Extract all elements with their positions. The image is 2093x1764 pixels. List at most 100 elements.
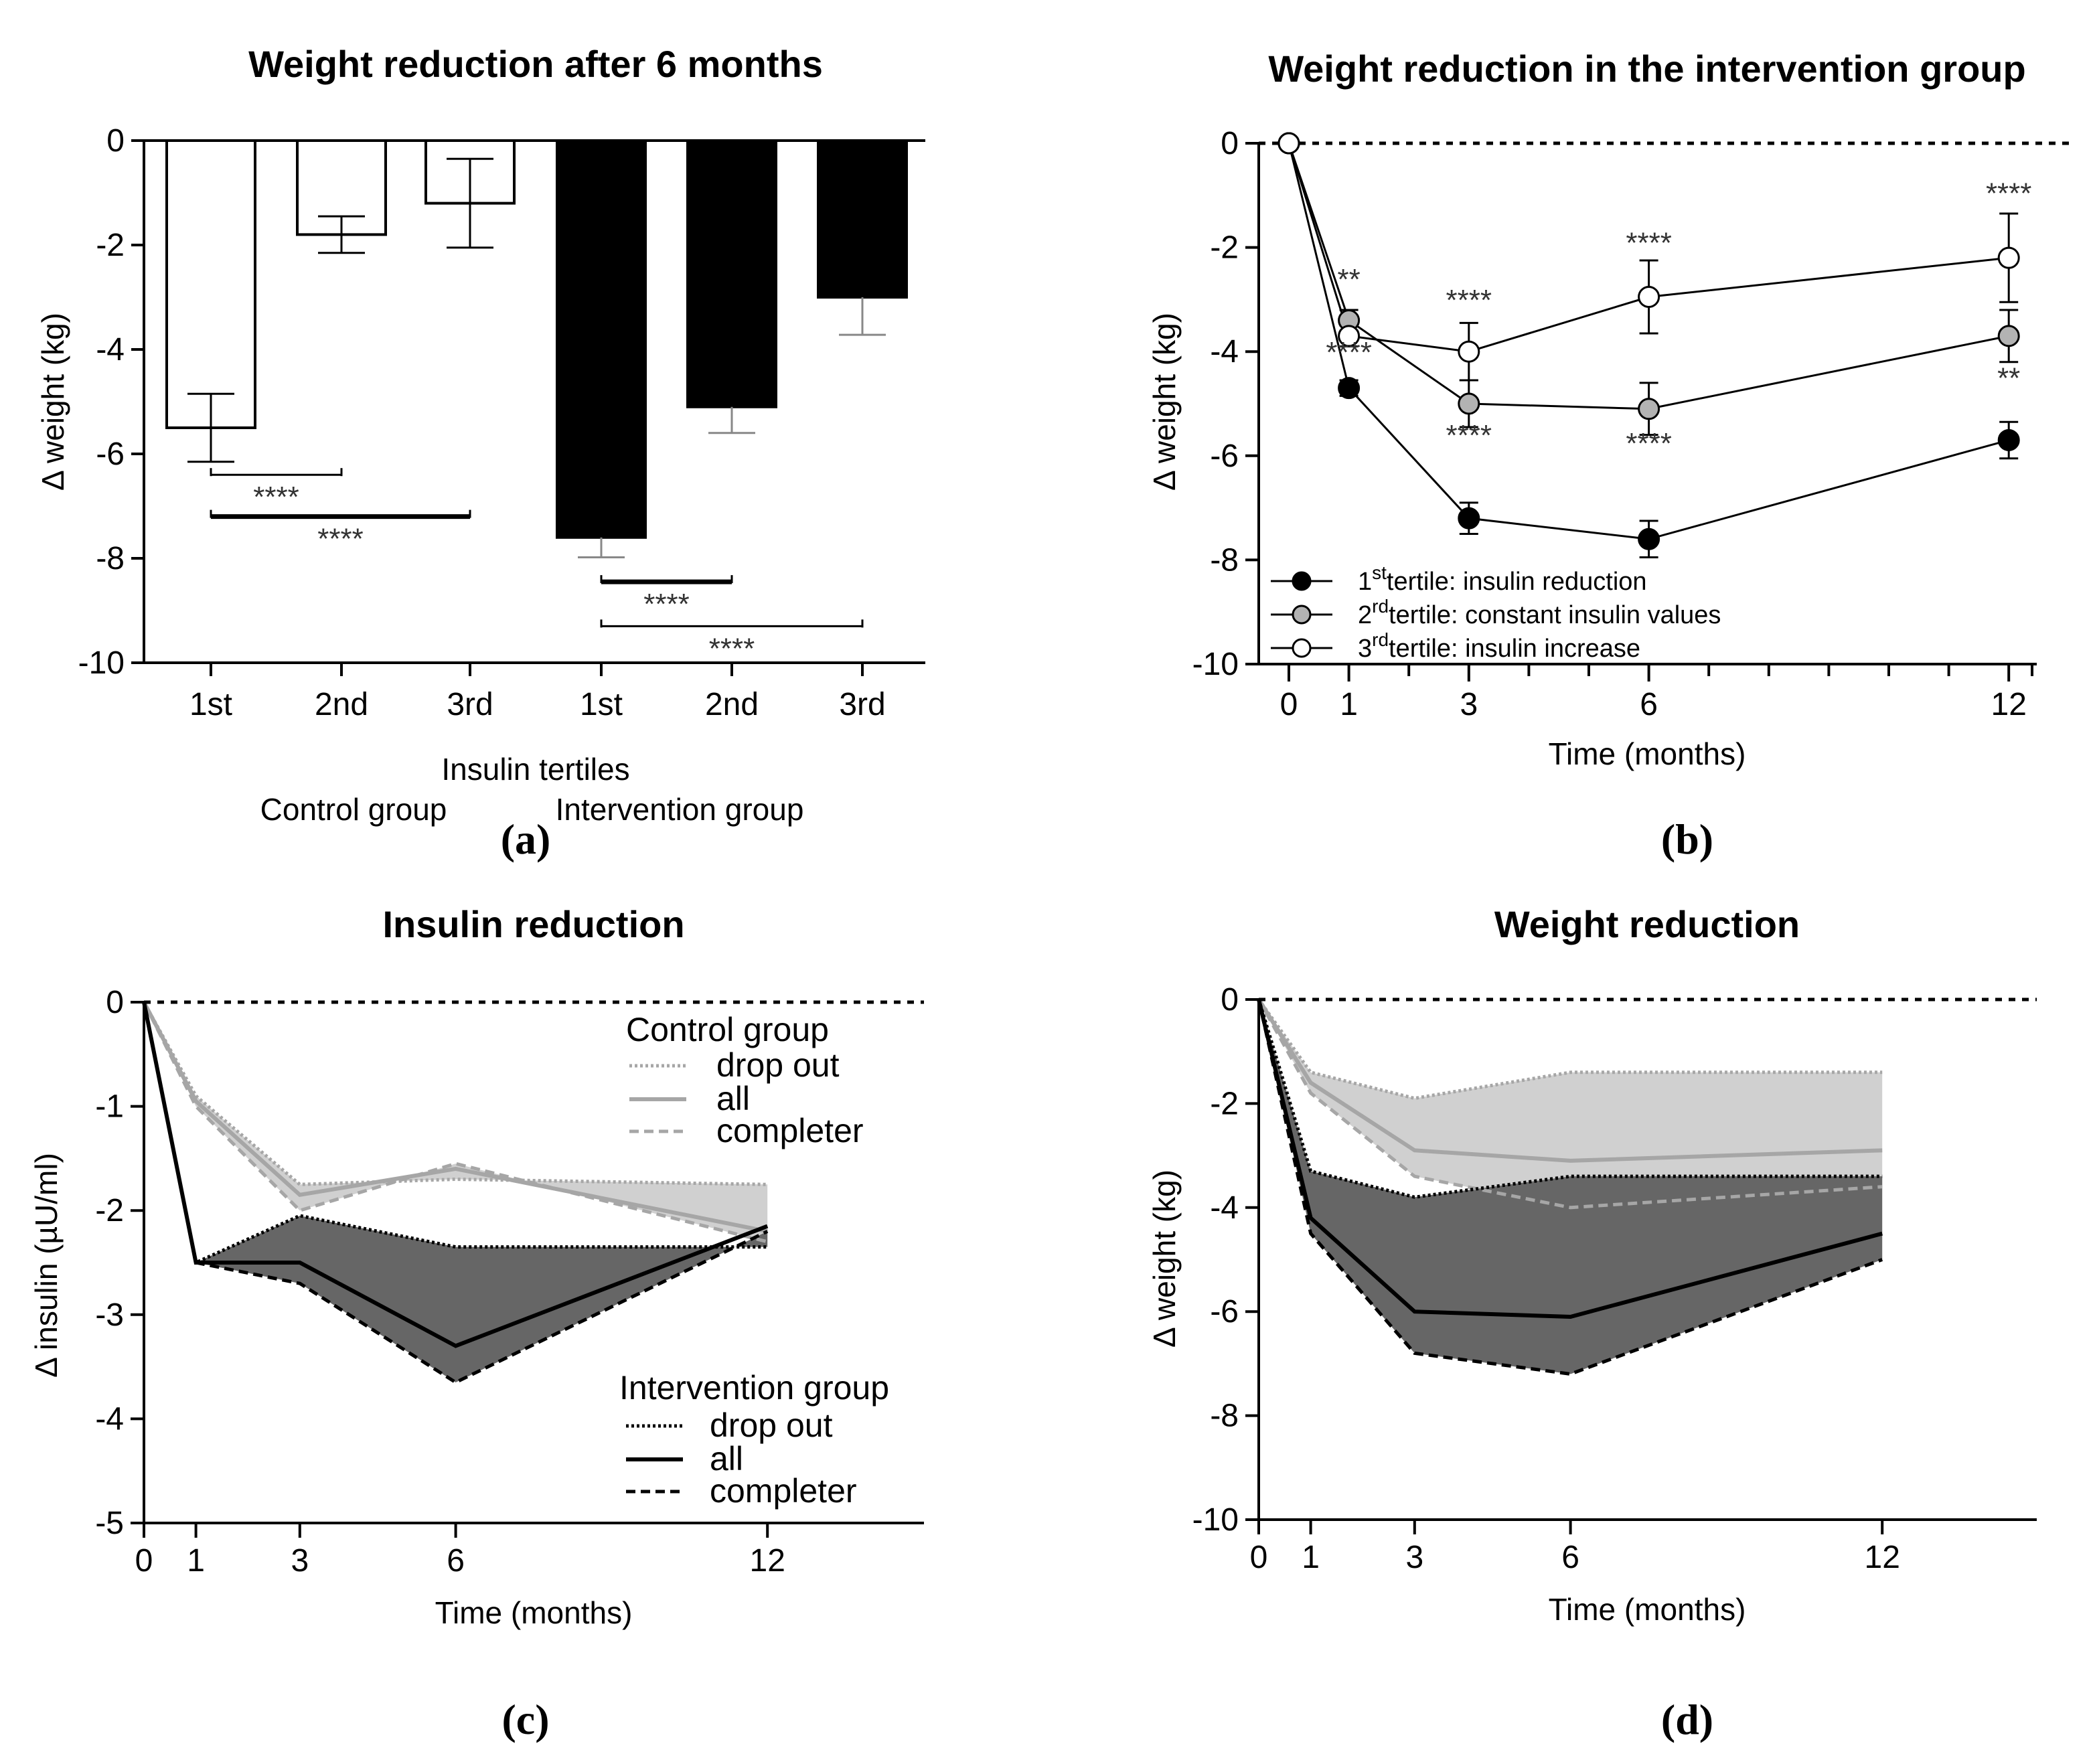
- x-tick-label: 6: [447, 1543, 465, 1579]
- x-tick-label: 3: [1405, 1540, 1423, 1575]
- x-tick-label: 12: [1865, 1540, 1900, 1575]
- control-all-line: [1257, 998, 1883, 1163]
- y-tick-label: -6: [1210, 438, 1239, 474]
- legend-intervention-title: Intervention group: [619, 1369, 889, 1407]
- y-tick-label: -8: [1210, 1398, 1239, 1434]
- bar: [817, 139, 908, 299]
- data-point: [1638, 286, 1660, 309]
- panel-b-title: Weight reduction in the intervention gro…: [1268, 48, 2025, 90]
- x-tick-label: 1: [1302, 1540, 1320, 1575]
- y-tick-label: -10: [1192, 647, 1239, 682]
- panel-a-x-label: Insulin tertiles: [441, 752, 629, 787]
- data-point: [1458, 392, 1480, 415]
- y-tick-label: -2: [95, 1193, 124, 1228]
- bracket-significance: ****: [643, 588, 690, 621]
- legend-intervention-completer-label: completer: [710, 1472, 857, 1510]
- control-range-band: [144, 1002, 768, 1242]
- legend-control-completer-label: completer: [716, 1112, 864, 1149]
- y-tick-label: -5: [95, 1506, 124, 1541]
- panel-a-bars: [165, 139, 908, 558]
- legend-label: 2rdtertile: constant insulin values: [1358, 596, 1721, 629]
- y-tick-label: -2: [1210, 1086, 1239, 1121]
- legend-intervention-dropout-label: drop out: [710, 1407, 833, 1444]
- data-point: [1277, 132, 1300, 155]
- legend-control-title: Control group: [626, 1011, 829, 1048]
- x-tick-label: 6: [1561, 1540, 1579, 1575]
- significance-mark: ****: [1446, 419, 1492, 452]
- y-tick-label: -2: [96, 228, 125, 263]
- significance-mark: **: [1997, 362, 2020, 395]
- significance-mark: ****: [1326, 336, 1372, 369]
- x-tick-label: 0: [1280, 687, 1298, 722]
- y-tick-label: 0: [106, 985, 124, 1020]
- panel-b-series: [1277, 132, 2020, 559]
- bar: [165, 139, 256, 429]
- panel-d-x-label: Time (months): [1549, 1592, 1746, 1627]
- panel-c-y-ticks: 0 -1 -2 -3 -4 -5: [95, 985, 144, 1541]
- panel-c-y-label: Δ insulin (µU/ml): [29, 1153, 64, 1378]
- panel-d-y-label: Δ weight (kg): [1147, 1170, 1182, 1348]
- panel-b: Weight reduction in the intervention gro…: [1147, 48, 2076, 863]
- y-tick-label: -4: [96, 332, 125, 368]
- legend-marker: [1292, 605, 1312, 625]
- bar: [556, 139, 647, 539]
- legend-control-dropout-label: drop out: [716, 1046, 840, 1084]
- intervention-completer-line: [142, 1001, 769, 1384]
- x-tick-label: 6: [1640, 687, 1658, 722]
- y-tick-label: -4: [1210, 1190, 1239, 1226]
- panel-d-plot: [1257, 997, 2037, 1376]
- y-tick-label: -2: [1210, 230, 1239, 266]
- data-point: [1638, 398, 1660, 420]
- control-completer-line: [142, 1001, 768, 1244]
- y-tick-label: -3: [95, 1297, 124, 1333]
- significance-mark: ****: [1626, 226, 1672, 259]
- data-point: [1338, 377, 1361, 400]
- y-tick-label: 0: [1221, 982, 1239, 1018]
- legend-label: 3rdtertile: insulin increase: [1358, 629, 1640, 663]
- significance-mark: ****: [1986, 177, 2032, 210]
- y-tick-label: -4: [1210, 334, 1239, 370]
- panel-c-plot: [142, 1000, 924, 1384]
- panel-c: Insulin reduction 0-1-2-3-4-5 0 1 3 6 12 Con…: [29, 903, 924, 1743]
- series-line: [1288, 143, 2009, 540]
- data-point: [1997, 428, 2020, 451]
- panel-a-y-label: Δ weight (kg): [35, 313, 70, 491]
- panel-a-group-intervention: Intervention group: [556, 792, 804, 827]
- data-point: [1338, 325, 1361, 347]
- data-point: [1638, 528, 1660, 550]
- data-point: [1458, 340, 1480, 363]
- x-tick-label: 1: [1340, 687, 1358, 722]
- y-tick-label: -4: [95, 1401, 124, 1437]
- y-tick-label: -10: [1192, 1502, 1239, 1538]
- panel-d-title: Weight reduction: [1494, 903, 1800, 945]
- y-tick-label: -6: [1210, 1294, 1239, 1330]
- panel-d: Weight reduction 0-2-4-6-8-10 0 1 3 6 12 Δ w…: [1147, 903, 2037, 1743]
- x-tick-label: 12: [750, 1543, 785, 1579]
- panel-b-y-ticks: 0 -2 -4 -6 -8 -10: [1192, 126, 1259, 682]
- panel-c-x-label: Time (months): [435, 1595, 633, 1630]
- legend-control-all-label: all: [716, 1080, 750, 1117]
- x-tick-label: 2nd: [705, 687, 759, 722]
- legend-intervention-all-label: all: [710, 1440, 743, 1477]
- panel-a-label: (a): [501, 815, 551, 863]
- legend-marker: [1292, 571, 1312, 591]
- y-tick-label: -8: [1210, 542, 1239, 578]
- x-tick-label: 2nd: [315, 687, 368, 722]
- data-point: [1458, 507, 1480, 530]
- x-tick-label: 12: [1991, 687, 2027, 722]
- panel-b-x-ticks: 0 1 3 6 12: [1280, 664, 2033, 722]
- panel-a: Weight reduction after 6 months 0 -2 -4 -6 -…: [35, 43, 925, 863]
- y-tick-label: -1: [95, 1089, 124, 1125]
- data-point: [1997, 325, 2020, 347]
- panel-b-y-label: Δ weight (kg): [1147, 313, 1182, 491]
- x-tick-label: 1: [187, 1543, 205, 1579]
- panel-b-label: (b): [1661, 815, 1713, 863]
- panel-c-legend: Control group drop out all completer Int…: [619, 1011, 889, 1510]
- bracket-significance: ****: [317, 523, 364, 556]
- panel-c-x-ticks: 0 1 3 6 12: [135, 1523, 785, 1579]
- x-tick-label: 0: [1250, 1540, 1268, 1575]
- significance-mark: ****: [1446, 284, 1492, 317]
- panel-a-title: Weight reduction after 6 months: [248, 43, 823, 85]
- x-tick-label: 3rd: [447, 687, 493, 722]
- panel-d-label: (d): [1661, 1696, 1713, 1743]
